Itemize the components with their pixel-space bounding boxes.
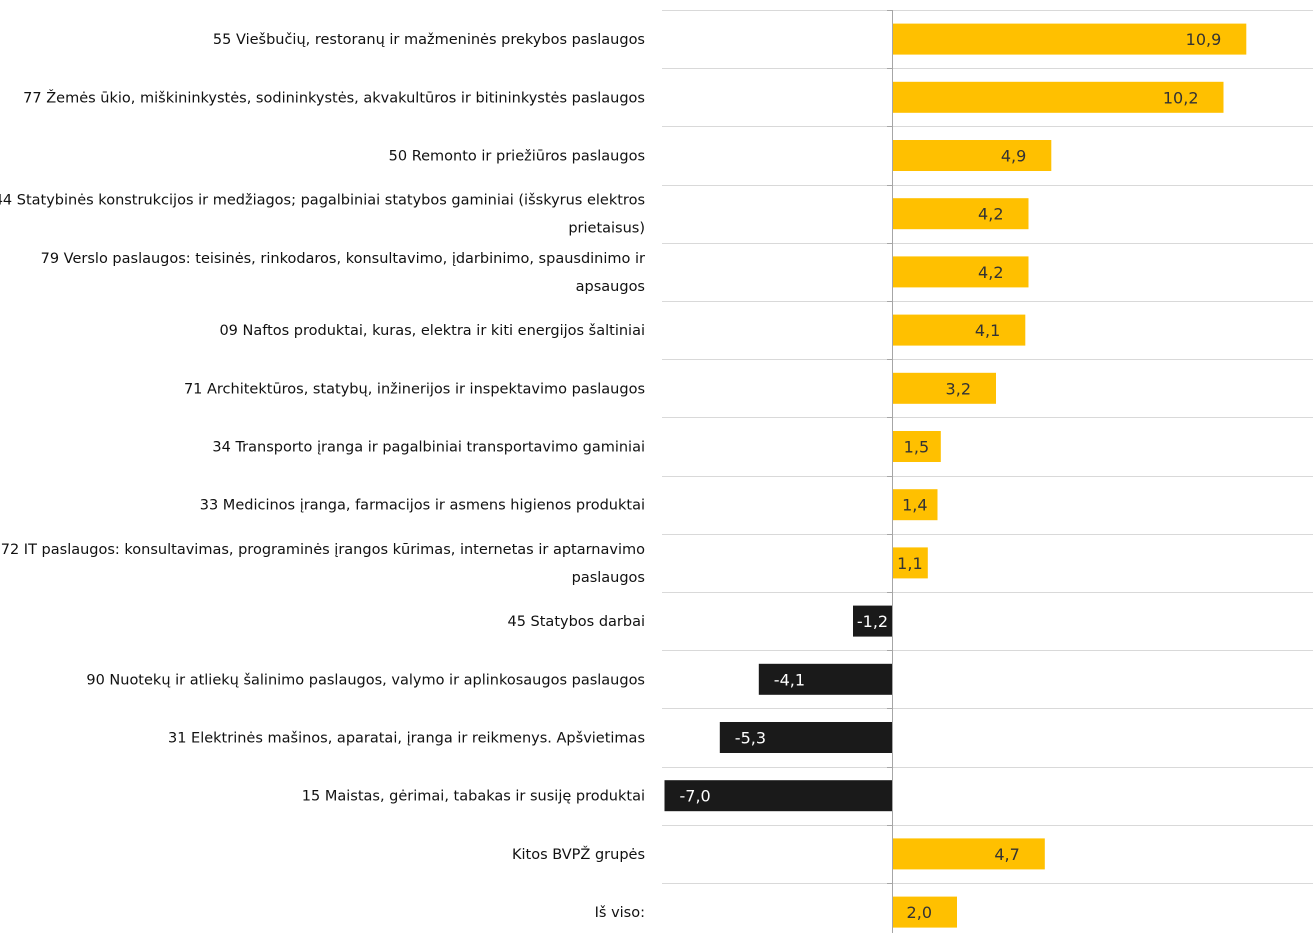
- bar: [892, 314, 1026, 346]
- bar: [892, 81, 1224, 113]
- category-label: 45 Statybos darbai: [507, 614, 645, 630]
- category-label: 77 Žemės ūkio, miškininkystės, sodininky…: [23, 88, 645, 106]
- value-label: 1,4: [902, 496, 927, 515]
- value-label: 4,2: [978, 205, 1003, 224]
- bar: [892, 140, 1052, 171]
- value-label: 4,9: [1001, 147, 1026, 166]
- bar: [664, 780, 892, 812]
- category-label: 72 IT paslaugos: konsultavimas, programi…: [1, 542, 645, 558]
- category-label: 55 Viešbučių, restoranų ir mažmeninės pr…: [213, 32, 645, 48]
- zero-axis: [887, 10, 893, 933]
- bar: [892, 896, 957, 928]
- value-label: 4,1: [975, 321, 1000, 340]
- category-labels: 55 Viešbučių, restoranų ir mažmeninės pr…: [0, 32, 645, 921]
- bar: [892, 489, 938, 521]
- value-label: 10,2: [1163, 88, 1199, 107]
- category-label: 90 Nuotekų ir atliekų šalinimo paslaugos…: [86, 672, 645, 688]
- category-label: 31 Elektrinės mašinos, aparatai, įranga …: [168, 731, 645, 747]
- bar: [892, 838, 1045, 870]
- value-label: 4,2: [978, 263, 1003, 282]
- bar: [758, 663, 893, 695]
- value-label: 1,5: [904, 438, 929, 457]
- category-label: 79 Verslo paslaugos: teisinės, rinkodaro…: [41, 251, 645, 267]
- category-label: apsaugos: [576, 279, 645, 295]
- value-label: -7,0: [680, 787, 711, 806]
- category-label: 34 Transporto įranga ir pagalbiniai tran…: [212, 440, 645, 456]
- bars: [664, 23, 1247, 928]
- category-label: 15 Maistas, gėrimai, tabakas ir susiję p…: [302, 789, 645, 805]
- bar: [892, 547, 928, 579]
- value-label: -1,2: [857, 612, 888, 631]
- category-label: Iš viso:: [595, 905, 645, 921]
- bar: [853, 605, 892, 637]
- grid-lines: [662, 10, 1313, 884]
- category-label: 71 Architektūros, statybų, inžinerijos i…: [184, 381, 645, 397]
- category-label: 33 Medicinos įranga, farmacijos ir asmen…: [200, 498, 645, 514]
- value-label: 1,1: [897, 554, 922, 573]
- bar: [892, 256, 1029, 288]
- bar: [892, 431, 941, 462]
- value-label: 10,9: [1186, 30, 1222, 49]
- bar: [892, 198, 1029, 230]
- bar: [892, 372, 996, 404]
- category-label: Kitos BVPŽ grupės: [512, 845, 645, 863]
- value-labels: 10,9 10,2 4,9 4,2 4,2 4,1 3,2 1,5 1,4 1,1 -1,2 -4,1…: [680, 30, 1222, 922]
- category-label: 50 Remonto ir priežiūros paslaugos: [389, 149, 645, 165]
- category-label: prietaisus): [568, 221, 645, 237]
- category-label: paslaugos: [572, 570, 645, 586]
- value-label: -5,3: [735, 729, 766, 748]
- value-label: -4,1: [774, 670, 805, 689]
- value-label: 4,7: [994, 845, 1019, 864]
- value-label: 2,0: [907, 903, 932, 922]
- category-label: 09 Naftos produktai, kuras, elektra ir k…: [219, 323, 645, 339]
- bar: [719, 722, 893, 753]
- category-label: 44 Statybinės konstrukcijos ir medžiagos…: [0, 193, 645, 209]
- value-label: 3,2: [946, 379, 971, 398]
- bar: [892, 23, 1247, 55]
